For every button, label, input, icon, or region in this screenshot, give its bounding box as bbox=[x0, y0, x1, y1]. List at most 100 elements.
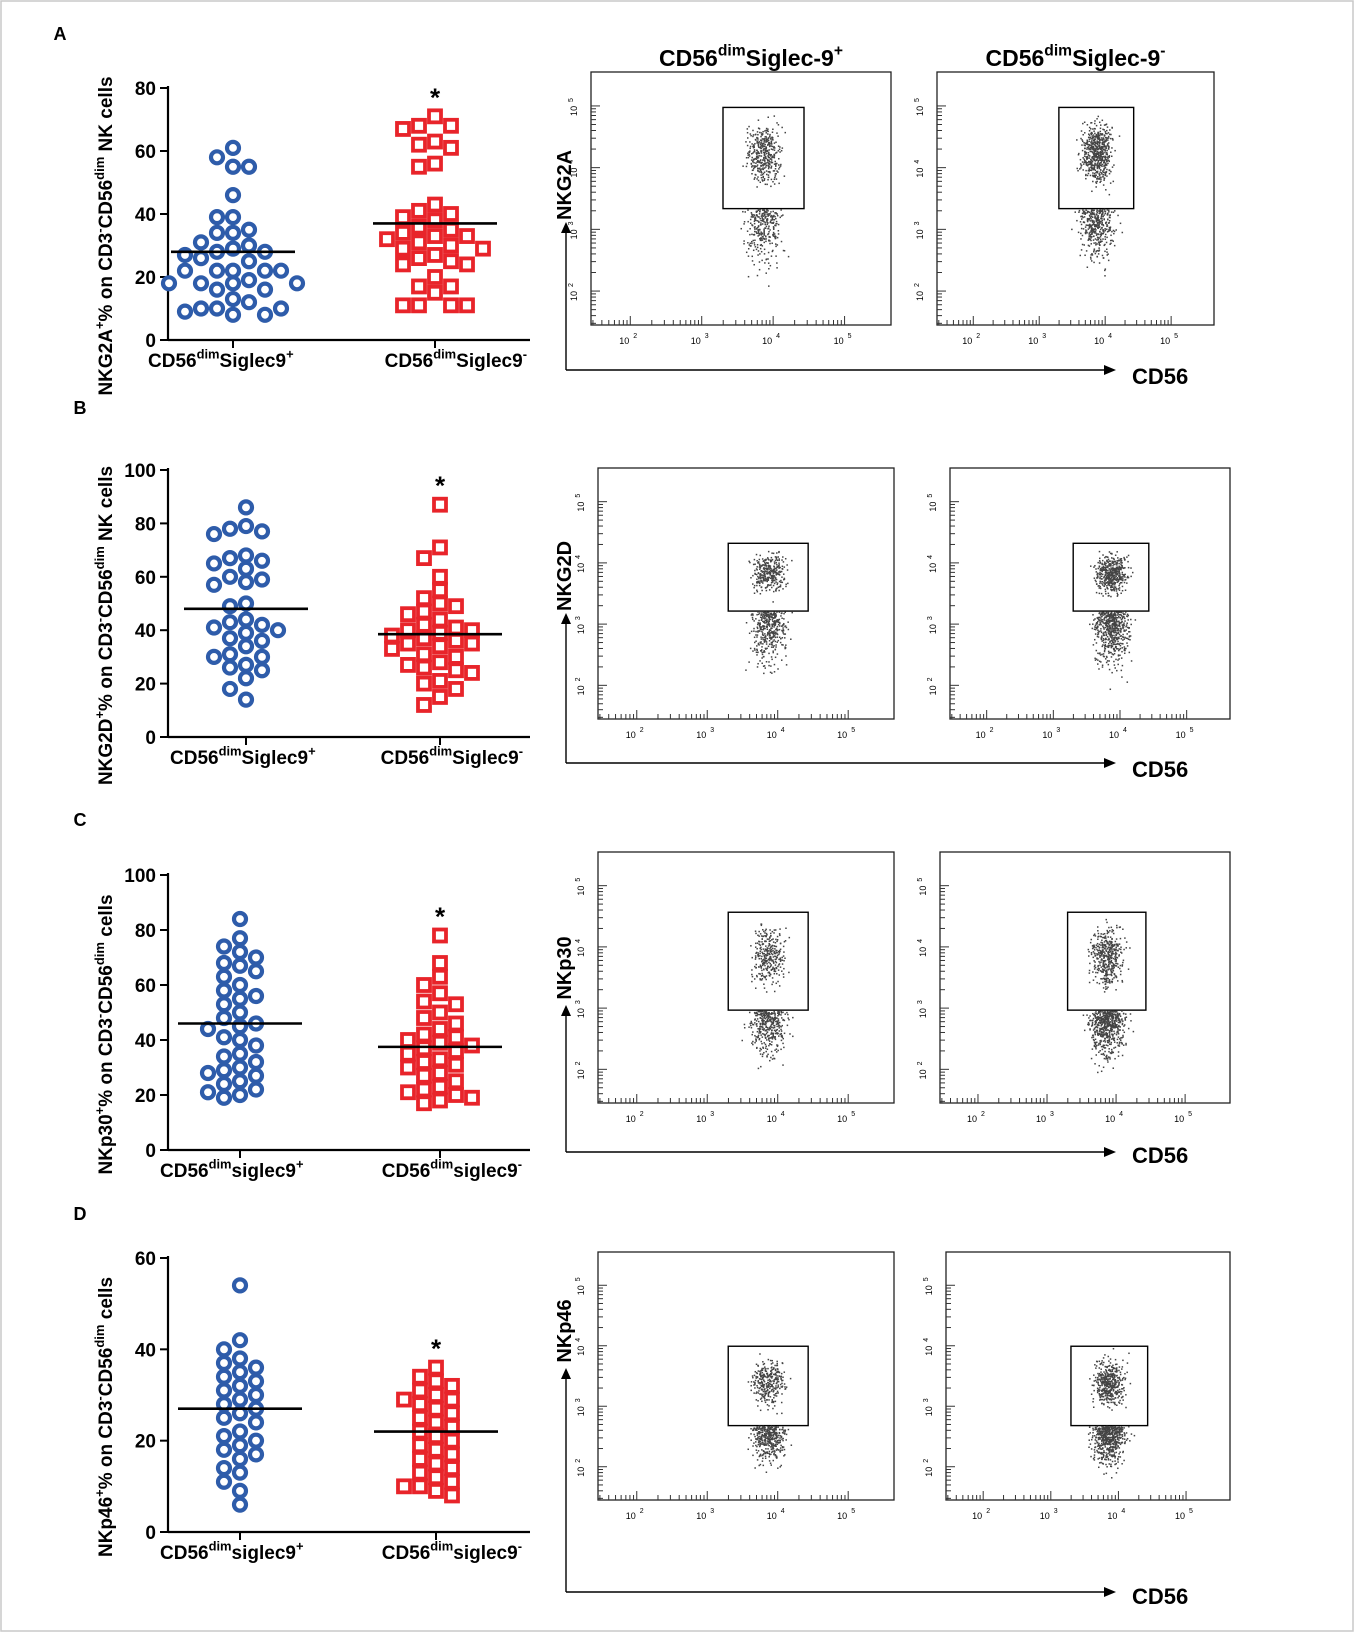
event-dot bbox=[774, 1014, 776, 1016]
event-dot bbox=[773, 1016, 776, 1019]
event-dot bbox=[1095, 186, 1097, 188]
event-dot bbox=[780, 579, 782, 582]
y-decade-label: 10 bbox=[576, 1008, 586, 1018]
flow-y-arrowhead bbox=[561, 613, 571, 624]
event-dot bbox=[1098, 147, 1101, 149]
event-dot bbox=[1105, 147, 1108, 149]
category-label: CD56dimSiglec9+ bbox=[170, 743, 316, 769]
event-dot bbox=[772, 941, 775, 943]
event-dot bbox=[1093, 149, 1096, 152]
event-dot bbox=[1095, 571, 1098, 573]
data-point bbox=[205, 619, 223, 636]
event-dot bbox=[1108, 579, 1110, 581]
event-dot bbox=[764, 151, 767, 153]
event-dot bbox=[778, 621, 781, 624]
event-dot bbox=[1110, 563, 1112, 566]
y-label-pre: NKG2D bbox=[96, 719, 117, 786]
x-decade-label: 10 bbox=[626, 1114, 636, 1124]
event-dot bbox=[754, 157, 757, 160]
event-dot bbox=[772, 1036, 774, 1039]
event-dot bbox=[751, 975, 754, 978]
event-dot bbox=[1127, 614, 1130, 617]
event-dot bbox=[1119, 566, 1122, 569]
event-dot bbox=[1093, 566, 1095, 568]
event-dot bbox=[767, 947, 769, 950]
event-dot bbox=[1085, 174, 1087, 177]
event-dot bbox=[1115, 658, 1117, 661]
event-dot bbox=[771, 576, 774, 578]
event-dot bbox=[775, 644, 777, 646]
event-dot bbox=[764, 935, 766, 937]
event-dot bbox=[1091, 156, 1094, 158]
event-dot bbox=[783, 578, 786, 580]
event-dot bbox=[1118, 135, 1121, 137]
data-point bbox=[411, 202, 427, 219]
event-dot bbox=[764, 262, 766, 264]
event-dot bbox=[1109, 619, 1111, 622]
event-dot bbox=[1103, 135, 1106, 137]
event-dot bbox=[1092, 157, 1094, 160]
event-dot bbox=[743, 223, 745, 225]
event-dot bbox=[757, 226, 759, 229]
y-tick-label: 20 bbox=[135, 675, 156, 696]
event-dot bbox=[765, 614, 768, 616]
event-dot bbox=[767, 950, 769, 953]
event-dot bbox=[1109, 626, 1111, 628]
event-dot bbox=[1107, 618, 1109, 621]
event-dot bbox=[1084, 232, 1087, 235]
event-dot bbox=[1096, 239, 1098, 241]
event-dot bbox=[765, 563, 767, 566]
event-dot bbox=[1093, 165, 1096, 167]
event-dot bbox=[755, 553, 758, 556]
event-dot bbox=[761, 217, 763, 219]
event-dots bbox=[741, 923, 794, 1070]
event-dot bbox=[777, 1023, 780, 1025]
event-dot bbox=[1095, 626, 1097, 629]
event-dot bbox=[769, 937, 771, 939]
event-dot bbox=[778, 953, 780, 956]
event-dot bbox=[1110, 612, 1112, 614]
event-dot bbox=[749, 647, 752, 650]
event-dot bbox=[765, 139, 767, 142]
event-dot bbox=[767, 611, 770, 614]
y-decade-label: 10 bbox=[918, 1069, 928, 1079]
event-dot bbox=[770, 158, 772, 160]
event-dot bbox=[776, 262, 778, 264]
event-dot bbox=[764, 213, 766, 215]
event-dot bbox=[1108, 228, 1110, 231]
event-dot bbox=[753, 149, 756, 151]
event-dot bbox=[1120, 618, 1123, 621]
event-dot bbox=[1114, 576, 1116, 578]
event-dot bbox=[751, 169, 754, 172]
event-dot bbox=[778, 551, 780, 554]
event-dot bbox=[1094, 657, 1096, 660]
event-dot bbox=[761, 978, 764, 980]
event-dot bbox=[1115, 632, 1118, 634]
event-dot bbox=[1092, 152, 1094, 154]
event-dot bbox=[1087, 133, 1090, 135]
data-point bbox=[416, 1026, 432, 1043]
event-dot bbox=[1110, 151, 1112, 154]
event-dot bbox=[769, 956, 771, 958]
event-dot bbox=[1118, 624, 1120, 627]
event-dot bbox=[766, 1031, 769, 1033]
event-dot bbox=[755, 1036, 757, 1038]
event-dot bbox=[768, 285, 770, 287]
event-dot bbox=[760, 1031, 762, 1033]
event-dot bbox=[1116, 669, 1118, 672]
event-dot bbox=[761, 1019, 763, 1022]
event-dot bbox=[1096, 233, 1098, 235]
event-dot bbox=[1098, 173, 1101, 175]
event-dot bbox=[752, 563, 755, 566]
event-dot bbox=[772, 961, 775, 964]
event-dot bbox=[1095, 217, 1097, 219]
event-dot bbox=[761, 245, 764, 247]
event-dot bbox=[1099, 154, 1102, 156]
event-dot bbox=[776, 267, 778, 269]
event-dot bbox=[770, 560, 772, 562]
event-dot bbox=[760, 641, 762, 643]
event-dot bbox=[1106, 574, 1109, 577]
event-dot bbox=[753, 222, 756, 225]
event-dot bbox=[1086, 148, 1088, 150]
event-dot bbox=[765, 170, 768, 172]
